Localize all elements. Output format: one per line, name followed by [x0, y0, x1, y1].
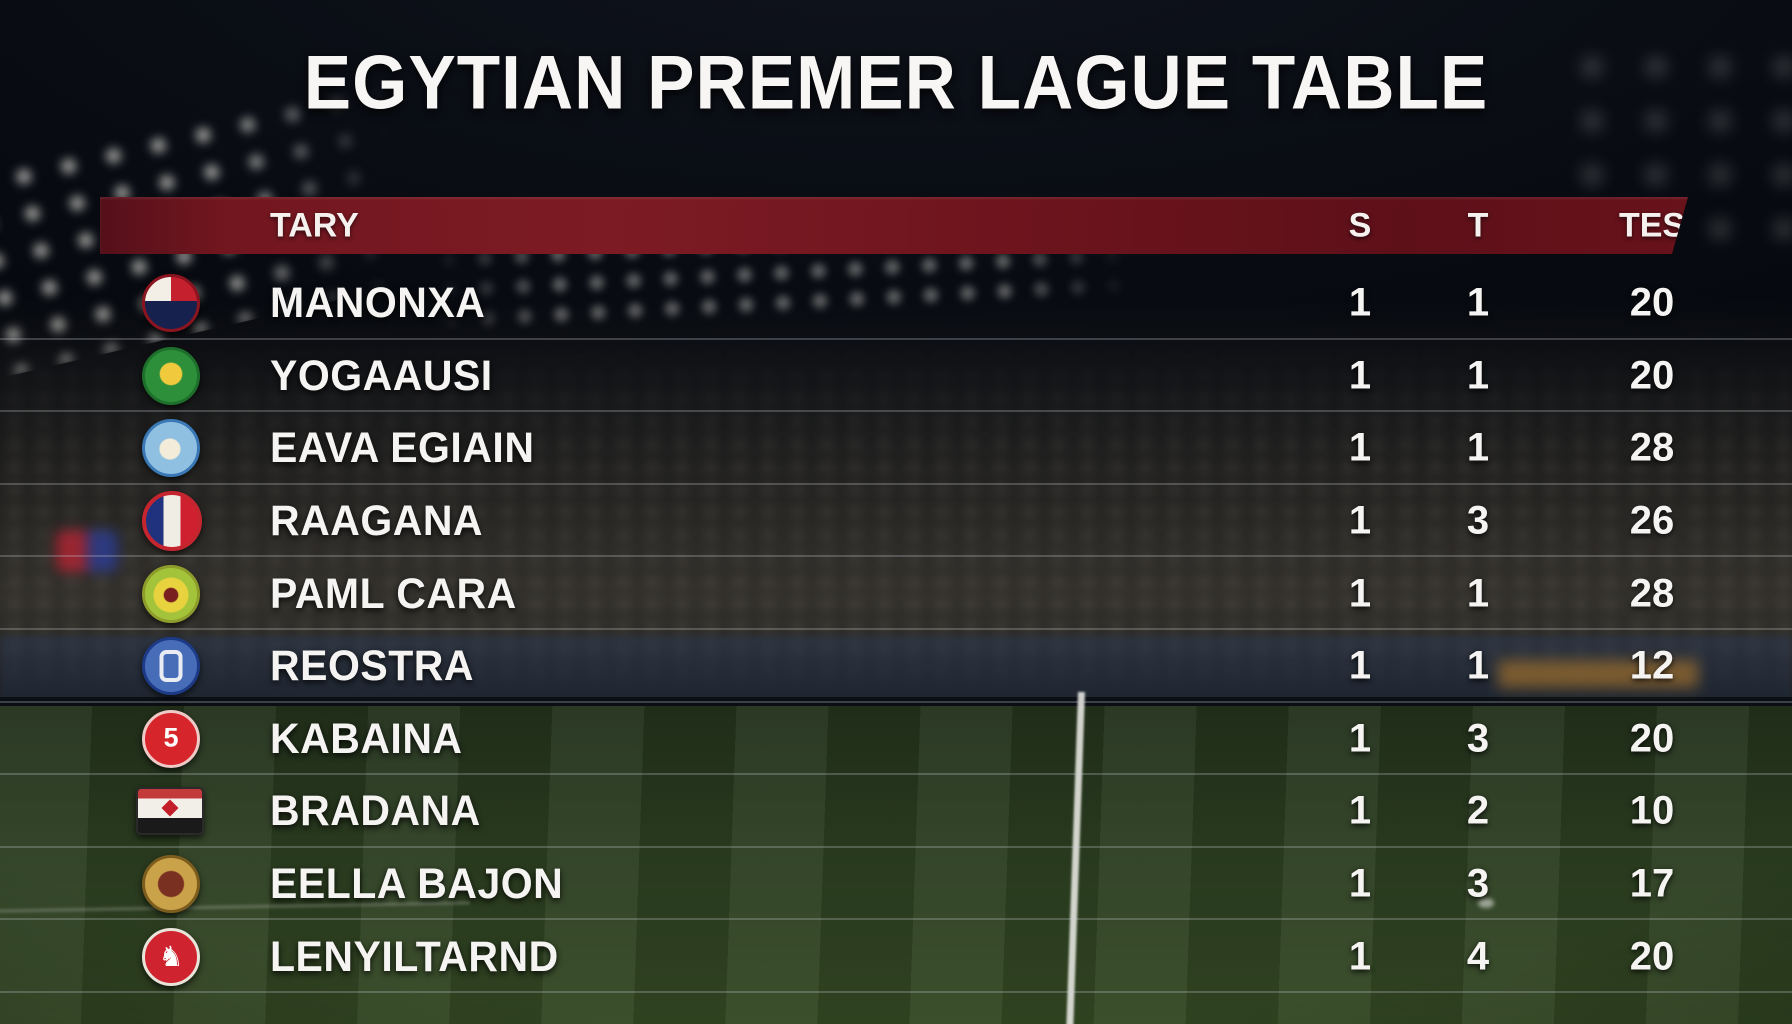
stat-s: 1	[1348, 571, 1372, 616]
stat-tes: 20	[1629, 280, 1675, 325]
stat-s: 1	[1348, 788, 1372, 833]
table-row: YOGAAUSI 1 1 20	[0, 340, 1792, 413]
table-row: MANONXA 1 1 20	[0, 267, 1792, 340]
stat-tes: 20	[1629, 353, 1675, 398]
table-row: EAVA EGIAIN 1 1 28	[0, 412, 1792, 485]
team-badge-icon	[142, 491, 202, 552]
team-badge-icon	[142, 346, 200, 405]
table-row: EELLA BAJON 1 3 17	[0, 848, 1792, 921]
stat-t: 3	[1466, 716, 1490, 761]
column-header-s: S	[1348, 206, 1372, 244]
stat-t: 2	[1466, 788, 1490, 833]
table-row: BRADANA 1 2 10	[0, 775, 1792, 848]
stat-t: 1	[1466, 353, 1490, 398]
column-header-team: TARY	[270, 206, 359, 244]
stat-t: 4	[1466, 934, 1490, 979]
team-badge-icon	[142, 564, 200, 623]
team-name: BRADANA	[270, 786, 481, 836]
table-header-bar: TARY S T TES	[100, 197, 1688, 254]
stat-s: 1	[1348, 425, 1372, 470]
table-row: KABAINA 1 3 20	[0, 703, 1792, 776]
stat-s: 1	[1348, 934, 1372, 979]
team-badge-icon	[136, 787, 204, 836]
team-badge-icon	[142, 637, 200, 696]
stat-t: 1	[1466, 643, 1490, 688]
table-row: LENYILTARND 1 4 20	[0, 920, 1792, 993]
stat-t: 1	[1466, 280, 1490, 325]
team-name: YOGAAUSI	[270, 351, 493, 400]
team-name: REOSTRA	[270, 641, 474, 690]
stat-s: 1	[1348, 498, 1372, 543]
stat-t: 1	[1466, 425, 1490, 470]
table-row: REOSTRA 1 1 12	[0, 630, 1792, 703]
stat-tes: 12	[1629, 643, 1675, 688]
table-row: RAAGANA 1 3 26	[0, 485, 1792, 558]
stat-tes: 28	[1629, 571, 1675, 616]
team-badge-icon	[142, 927, 200, 986]
team-badge-icon	[142, 274, 200, 333]
stat-t: 3	[1466, 861, 1490, 906]
stat-tes: 17	[1629, 861, 1675, 906]
page-title: EGYTIAN PREMER LAGUE TABLE	[303, 41, 1489, 126]
stat-s: 1	[1348, 353, 1372, 398]
stat-s: 1	[1348, 861, 1372, 906]
team-badge-icon	[142, 419, 200, 478]
team-badge-icon	[142, 855, 200, 914]
team-badge-icon	[142, 709, 200, 768]
team-name: PAML CARA	[270, 568, 517, 618]
stat-s: 1	[1348, 716, 1372, 761]
column-header-tes: TES	[1618, 206, 1686, 244]
stat-t: 1	[1466, 571, 1490, 616]
team-name: MANONXA	[270, 278, 486, 327]
stat-tes: 26	[1629, 498, 1675, 543]
table-row: PAML CARA 1 1 28	[0, 557, 1792, 630]
team-name: KABAINA	[270, 714, 463, 763]
stat-t: 3	[1466, 498, 1490, 543]
stat-s: 1	[1348, 280, 1372, 325]
team-name: EELLA BAJON	[270, 859, 564, 908]
stat-tes: 28	[1629, 425, 1675, 470]
team-name: EAVA EGIAIN	[270, 423, 535, 473]
column-header-t: T	[1467, 206, 1489, 244]
team-name: RAAGANA	[270, 496, 484, 545]
stat-tes: 10	[1629, 788, 1675, 833]
stat-tes: 20	[1629, 934, 1675, 979]
team-name: LENYILTARND	[270, 931, 559, 981]
stat-tes: 20	[1629, 716, 1675, 761]
stat-s: 1	[1348, 643, 1372, 688]
standings-rows: MANONXA 1 1 20 YOGAAUSI 1 1 20 EAVA EGIA…	[0, 267, 1792, 993]
